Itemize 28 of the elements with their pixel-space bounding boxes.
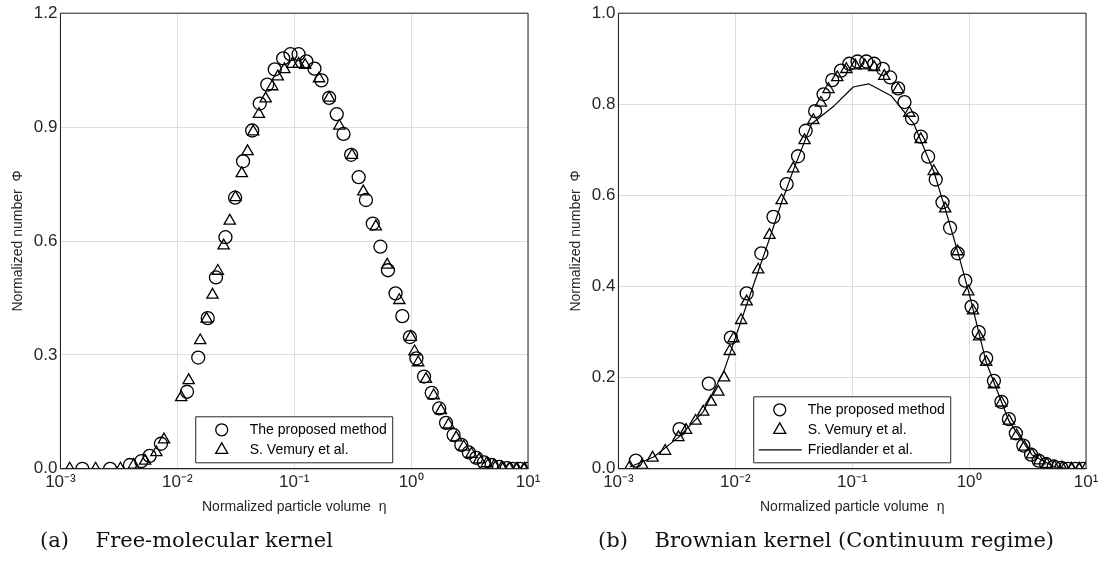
x-tick-label: 10⁻¹ xyxy=(836,471,868,491)
y-tick-label: 0.6 xyxy=(591,185,616,205)
x-axis-title: Normalized particle volume η xyxy=(760,498,945,515)
text: (b) Brownian kernel (Continuum regime) xyxy=(598,528,1055,552)
x-tick-label: 10¹ xyxy=(515,471,541,491)
x-tick-label: 10⁰ xyxy=(398,471,424,491)
legend-label: S. Vemury et al. xyxy=(249,440,349,457)
x-tick-label: 10⁰ xyxy=(956,471,982,491)
y-tick-label: 0.4 xyxy=(591,276,616,296)
y-axis-title: Normalized number Φ xyxy=(567,170,584,312)
y-tick-label: 1.0 xyxy=(591,2,616,22)
x-tick-label: 10⁻² xyxy=(720,471,751,491)
x-tick-label: 10⁻¹ xyxy=(278,471,310,491)
legend-label: The proposed method xyxy=(807,400,945,417)
y-tick-label: 1.2 xyxy=(33,2,58,22)
x-tick-label: 10⁻² xyxy=(162,471,193,491)
y-tick-label: 0.3 xyxy=(33,344,58,364)
y-tick-label: 0.2 xyxy=(591,367,616,387)
x-axis-title: Normalized particle volume η xyxy=(202,498,387,515)
y-tick-label: 0.9 xyxy=(33,116,58,136)
legend-label: Friedlander et al. xyxy=(807,440,913,457)
legend-label: The proposed method xyxy=(249,420,387,437)
y-tick-label: 0.6 xyxy=(33,230,58,250)
y-axis-title: Normalized number Φ xyxy=(9,170,26,312)
legend-label: S. Vemury et al. xyxy=(807,420,907,437)
text: (a) Free-molecular kernel xyxy=(40,528,333,552)
y-tick-label: 0.8 xyxy=(591,94,616,114)
x-tick-label: 10¹ xyxy=(1073,471,1099,491)
